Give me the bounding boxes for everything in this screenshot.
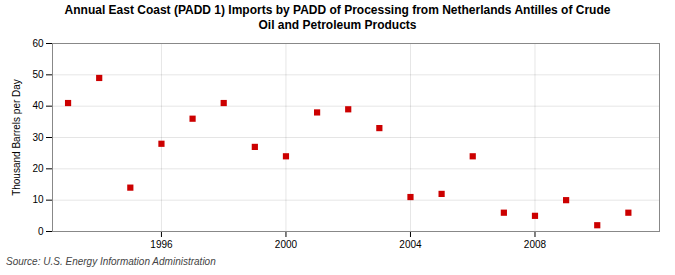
svg-text:40: 40	[32, 100, 44, 111]
html-text:Oil and Petroleum Products: Oil and Petroleum Products	[258, 18, 417, 32]
svg-text:1996: 1996	[150, 239, 173, 250]
html-text:Source: U.S. Energy Informatio: Source: U.S. Energy Information Administ…	[6, 256, 216, 267]
svg-text:10: 10	[32, 194, 44, 205]
html-text:Annual East Coast (PADD 1) Imp: Annual East Coast (PADD 1) Imports by PA…	[64, 3, 611, 17]
svg-text:0: 0	[38, 226, 44, 237]
svg-text:Thousand Barrels per Day: Thousand Barrels per Day	[11, 79, 22, 196]
svg-text:2008: 2008	[524, 239, 547, 250]
svg-text:50: 50	[32, 69, 44, 80]
svg-text:2004: 2004	[399, 239, 422, 250]
svg-text:2000: 2000	[275, 239, 298, 250]
svg-text:30: 30	[32, 132, 44, 143]
svg-text:20: 20	[32, 163, 44, 174]
svg-text:60: 60	[32, 38, 44, 49]
